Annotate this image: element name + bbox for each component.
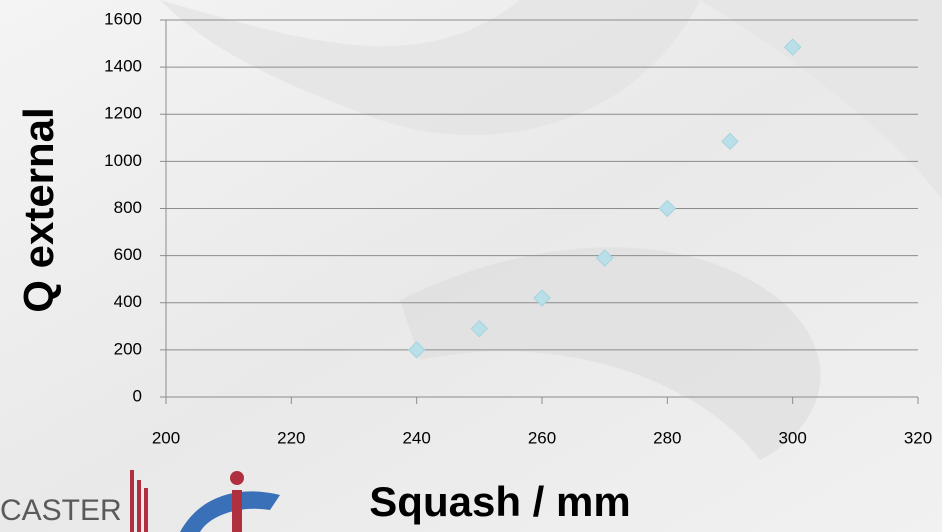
y-tick-label: 1400 [104, 57, 142, 76]
y-tick-label: 0 [133, 386, 142, 405]
y-tick-label: 1000 [104, 151, 142, 170]
point [533, 289, 551, 307]
decoration [700, 0, 942, 200]
y-axis-title: Q external [15, 107, 62, 312]
logo-shapes [130, 470, 280, 532]
x-tick-label: 280 [653, 428, 681, 447]
point [721, 132, 739, 151]
decoration [400, 247, 821, 460]
logo-text: CASTER [0, 494, 122, 527]
point [470, 319, 489, 338]
point [407, 341, 426, 359]
y-tick-label: 400 [114, 292, 142, 311]
x-axis-title: Squash / mm [369, 478, 630, 525]
x-tick-label: 320 [904, 428, 932, 447]
point [783, 38, 802, 56]
y-tick-label: 200 [114, 339, 142, 358]
y-tick-label: 800 [114, 198, 142, 217]
point [595, 249, 614, 267]
y-tick-label: 600 [114, 245, 142, 264]
x-tick-label: 220 [277, 428, 305, 447]
x-tick-label: 240 [402, 428, 430, 447]
x-tick-label: 200 [152, 428, 180, 447]
x-tick-label: 260 [528, 428, 556, 447]
y-tick-label: 1600 [104, 9, 142, 28]
x-tick-label: 300 [778, 428, 806, 447]
point [658, 199, 677, 218]
y-tick-label: 1200 [104, 104, 142, 123]
